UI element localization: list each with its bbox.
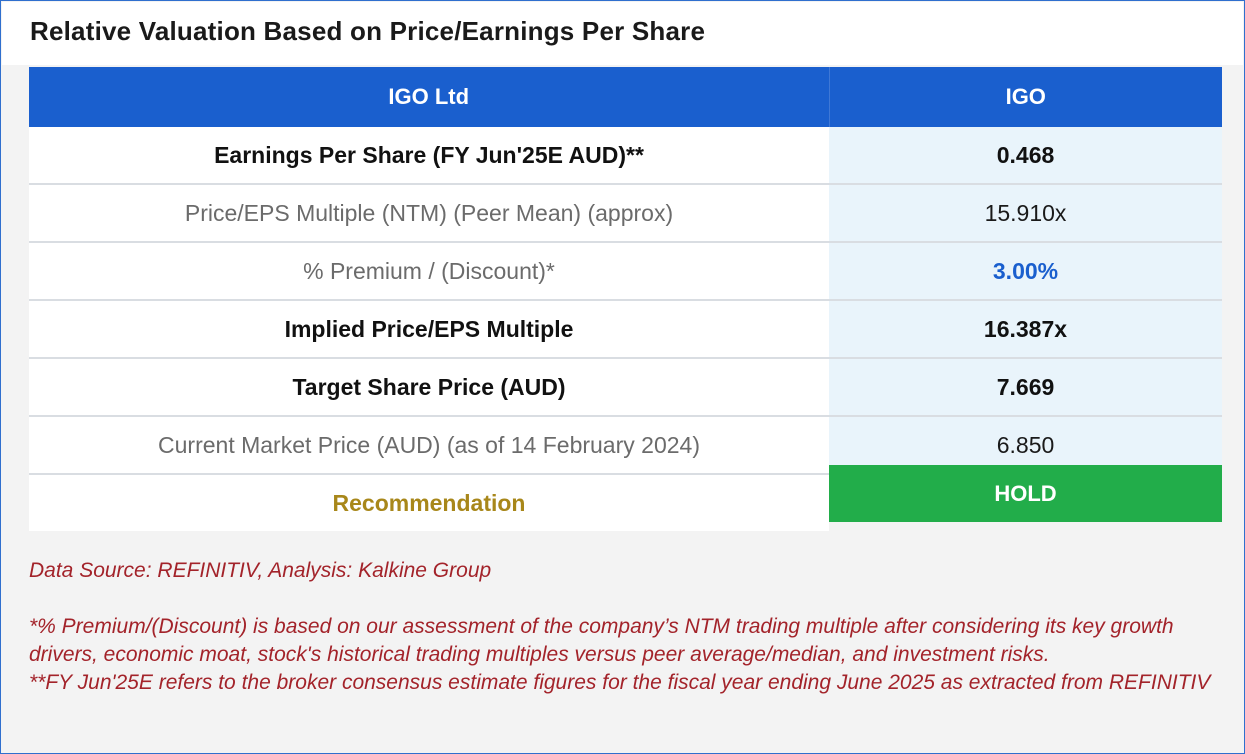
- table-header-row: IGO Ltd IGO: [29, 67, 1222, 127]
- row-value: 16.387x: [829, 300, 1222, 359]
- row-label: Price/EPS Multiple (NTM) (Peer Mean) (ap…: [29, 184, 829, 243]
- table-row-peer-multiple: Price/EPS Multiple (NTM) (Peer Mean) (ap…: [29, 184, 1222, 243]
- row-label: Implied Price/EPS Multiple: [29, 300, 829, 359]
- header-ticker: IGO: [829, 67, 1222, 127]
- recommendation-label: Recommendation: [29, 474, 829, 531]
- recommendation-cell: HOLD: [829, 465, 1222, 531]
- fy-footnote: **FY Jun'25E refers to the broker consen…: [29, 671, 1211, 694]
- table-row-premium: % Premium / (Discount)* 3.00%: [29, 242, 1222, 301]
- valuation-table: IGO Ltd IGO Earnings Per Share (FY Jun'2…: [29, 67, 1222, 531]
- row-value: 7.669: [829, 358, 1222, 417]
- header-company: IGO Ltd: [29, 67, 830, 127]
- table-row-implied-multiple: Implied Price/EPS Multiple 16.387x: [29, 300, 1222, 359]
- table-row-recommendation: Recommendation HOLD: [29, 465, 1222, 531]
- row-value: 3.00%: [829, 242, 1222, 301]
- premium-footnote: *% Premium/(Discount) is based on our as…: [29, 615, 1174, 666]
- page-title: Relative Valuation Based on Price/Earnin…: [30, 16, 706, 46]
- row-label: Target Share Price (AUD): [29, 358, 829, 417]
- title-bar: Relative Valuation Based on Price/Earnin…: [2, 2, 1243, 65]
- recommendation-badge: HOLD: [829, 465, 1222, 522]
- row-label: Earnings Per Share (FY Jun'25E AUD)**: [29, 127, 829, 185]
- footnotes: Data Source: REFINITIV, Analysis: Kalkin…: [29, 557, 1219, 697]
- data-source-note: Data Source: REFINITIV, Analysis: Kalkin…: [29, 559, 492, 582]
- row-value: 15.910x: [829, 184, 1222, 243]
- table-row-eps: Earnings Per Share (FY Jun'25E AUD)** 0.…: [29, 127, 1222, 185]
- row-value: 0.468: [829, 127, 1222, 185]
- row-label: % Premium / (Discount)*: [29, 242, 829, 301]
- table-row-target-price: Target Share Price (AUD) 7.669: [29, 358, 1222, 417]
- row-label: Current Market Price (AUD) (as of 14 Feb…: [29, 416, 829, 475]
